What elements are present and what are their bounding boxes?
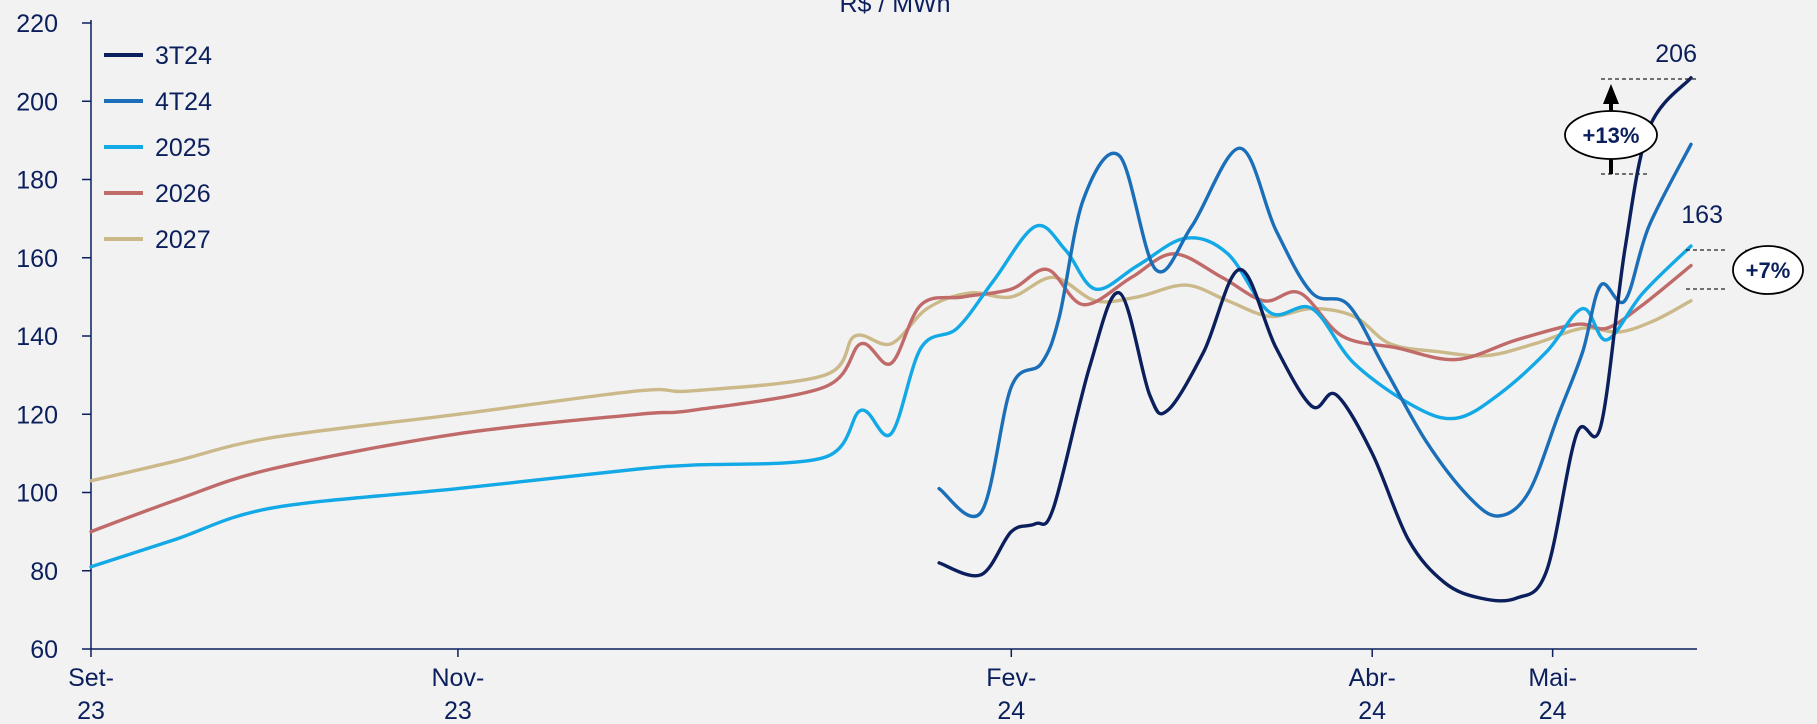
- legend: 3T24 4T24 2025 2026 2027: [104, 42, 212, 254]
- y-tick-label: 60: [30, 636, 58, 664]
- legend-label-2026: 2026: [155, 180, 211, 208]
- annotation-value-206: 206: [1655, 40, 1697, 68]
- y-tick-label: 140: [16, 323, 58, 351]
- y-tick-label: 100: [16, 480, 58, 508]
- series-line-4t24: [937, 142, 1693, 519]
- badge-13-percent: [1564, 110, 1658, 160]
- annotations: 206 163 +13% +7%: [1564, 40, 1804, 295]
- y-tick-label: 80: [30, 558, 58, 586]
- x-tick-label: 23: [77, 697, 105, 724]
- x-tick-label: 23: [444, 697, 472, 724]
- x-tick-label: Set-: [68, 664, 114, 692]
- series-line-2027: [89, 275, 1693, 483]
- badge-7-percent: [1732, 245, 1804, 295]
- legend-label-3t24: 3T24: [155, 42, 212, 70]
- legend-label-4t24: 4T24: [155, 88, 212, 116]
- x-tick-label: 24: [1539, 697, 1567, 724]
- y-tick-label: 160: [16, 245, 58, 273]
- x-axis-ticks: Set- 23 Nov- 23 Fev- 24 Abr- 24 Mai- 24: [68, 649, 1577, 724]
- x-tick-label: 24: [997, 697, 1025, 724]
- series-line-3t24: [937, 76, 1693, 603]
- y-tick-label: 220: [16, 10, 58, 38]
- y-axis-ticks: 60 80 100 120 140 160 180 200 220: [16, 10, 91, 664]
- axes: [90, 20, 1697, 650]
- badge-7-text: +7%: [1746, 258, 1791, 283]
- x-tick-label: Nov-: [432, 664, 485, 692]
- annotation-value-163: 163: [1681, 201, 1723, 229]
- legend-label-2025: 2025: [155, 134, 211, 162]
- x-tick-label: Fev-: [986, 664, 1036, 692]
- x-tick-label: Abr-: [1349, 664, 1396, 692]
- x-tick-label: 24: [1358, 697, 1386, 724]
- y-tick-label: 120: [16, 401, 58, 429]
- arrow-up-icon: [1603, 84, 1619, 104]
- series-lines: [89, 76, 1693, 603]
- series-line-2026: [89, 252, 1693, 534]
- chart-title: R$ / MWh: [839, 0, 950, 18]
- badge-13-text: +13%: [1583, 123, 1640, 148]
- legend-label-2027: 2027: [155, 226, 211, 254]
- series-line-2025: [89, 223, 1693, 569]
- y-tick-label: 180: [16, 167, 58, 195]
- x-tick-label: Mai-: [1528, 664, 1577, 692]
- y-tick-label: 200: [16, 88, 58, 116]
